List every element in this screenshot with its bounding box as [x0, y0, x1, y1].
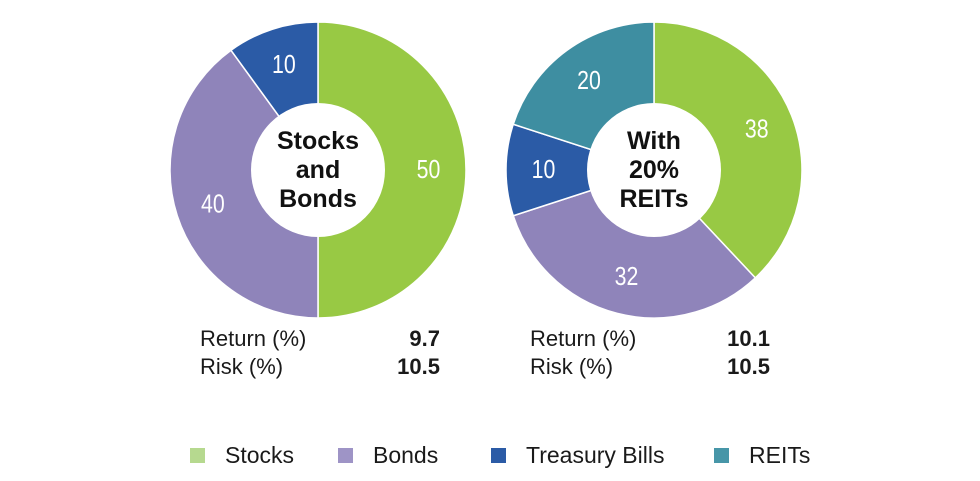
slice-stocks [317, 21, 467, 319]
slice-value-label: 40 [201, 189, 225, 219]
stats-panel-left: Return (%) 9.7 Risk (%) 10.5 [200, 325, 440, 381]
slice-value-label: 10 [532, 155, 556, 185]
stat-label: Return (%) [530, 326, 637, 351]
stat-label: Return (%) [200, 326, 307, 351]
donut-center-title-line: Bonds [279, 185, 357, 213]
legend-swatch [491, 447, 506, 463]
legend-label: Treasury Bills [526, 442, 665, 468]
donut-hole [251, 103, 385, 237]
legend-label: Stocks [225, 442, 295, 468]
stat-label: Risk (%) [200, 354, 284, 379]
stat-label: Risk (%) [530, 354, 614, 379]
slice-stocks [653, 21, 803, 279]
stat-row: Risk (%) 10.5 [200, 353, 440, 381]
slice-value-label: 32 [615, 262, 639, 292]
legend-item-reits: REITs [714, 440, 810, 470]
stat-value: 9.7 [409, 326, 440, 351]
legend-item-treasury-bills: Treasury Bills [491, 440, 664, 470]
legend-swatch [338, 447, 353, 463]
stat-row: Risk (%) 10.5 [530, 353, 770, 381]
legend-swatch [190, 447, 205, 463]
slice-value-label: 38 [745, 115, 769, 145]
slice-value-label: 50 [417, 155, 441, 185]
slice-bonds [512, 169, 757, 319]
legend-item-stocks: Stocks [190, 440, 294, 470]
legend: Stocks Bonds Treasury Bills REITs [0, 440, 980, 470]
donut-center-title-line: 20% [629, 156, 679, 184]
donut-center-title-line: Stocks [277, 127, 359, 155]
legend-item-bonds: Bonds [338, 440, 438, 470]
legend-swatch [714, 447, 729, 463]
stat-value: 10.5 [727, 354, 770, 379]
slice-bonds [169, 49, 319, 319]
slice-treasury-bills [505, 123, 655, 217]
donut-center-title-line: and [296, 156, 340, 184]
stats-panel-right: Return (%) 10.1 Risk (%) 10.5 [530, 325, 770, 381]
slice-value-label: 10 [272, 50, 296, 80]
legend-label: REITs [749, 442, 811, 468]
stat-value: 10.5 [397, 354, 440, 379]
legend-label: Bonds [373, 442, 439, 468]
stat-row: Return (%) 9.7 [200, 325, 440, 353]
slice-value-label: 20 [577, 66, 601, 96]
donut-center-title-line: With [627, 127, 681, 155]
stat-row: Return (%) 10.1 [530, 325, 770, 353]
donut-center-title-line: REITs [620, 185, 689, 213]
stat-value: 10.1 [727, 326, 770, 351]
donut-hole [587, 103, 721, 237]
